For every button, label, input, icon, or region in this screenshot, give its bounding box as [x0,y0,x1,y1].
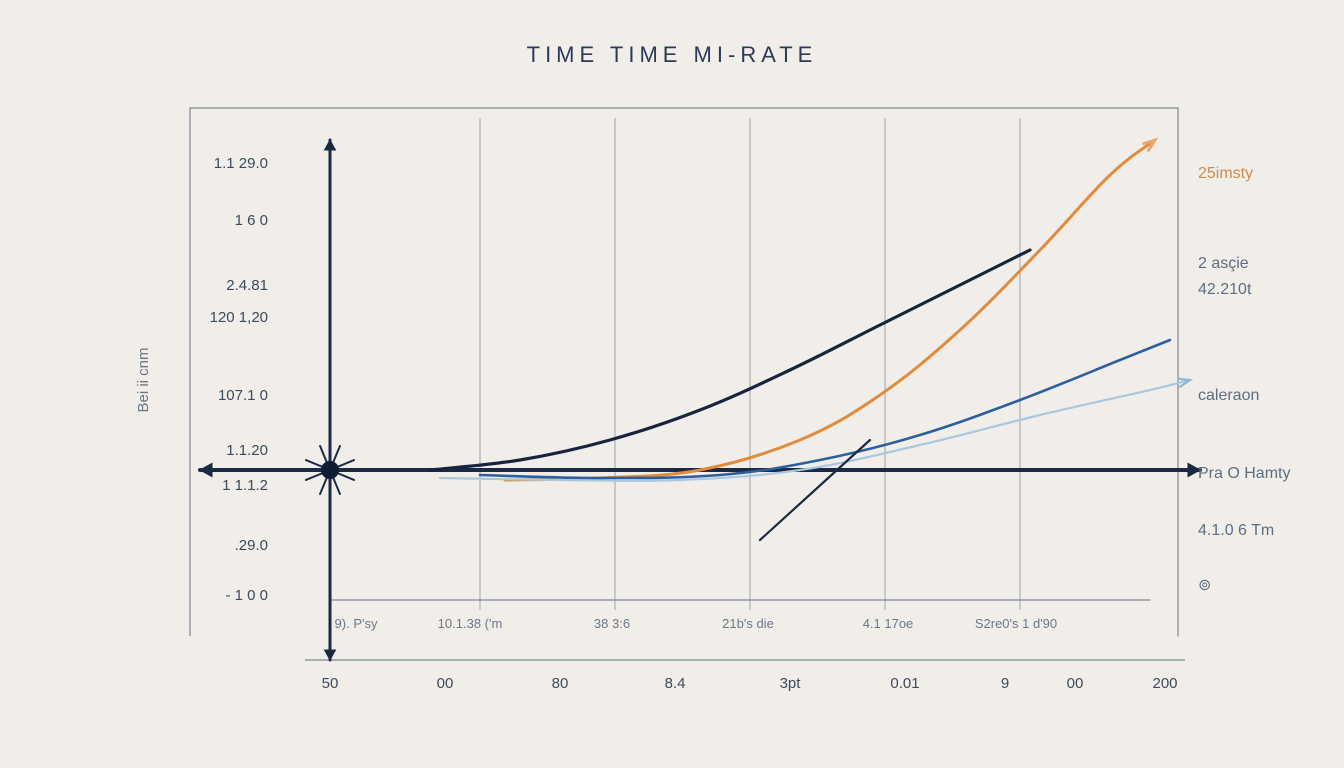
x-annotation: 4.1 17oe [863,616,914,631]
y-tick-label: .29.0 [235,537,268,554]
y-tick-label: 1.1.20 [226,442,268,459]
x-tick-label: 8.4 [665,675,686,692]
x-annotation: 38 3:6 [594,616,630,631]
x-annotation: 21b's die [722,616,774,631]
right-label: caleraon [1198,387,1259,404]
x-tick-label: 00 [1067,675,1084,692]
chart-svg: TIME TIME MI-RATE 1.1 29.0 1 6 0 2.4.81 120 … [0,0,1344,768]
x-tick-label: 200 [1152,675,1177,692]
y-tick-label: 2.4.81 [226,277,268,294]
x-tick-label: 0.01 [890,675,919,692]
right-label: 4.1.0 6 Tm [1198,522,1274,539]
y-tick-label: 1 6 0 [235,212,268,229]
x-annotation: 9). P'sy [335,616,378,631]
chart-title: TIME TIME MI-RATE [527,42,818,67]
x-annotation: S2re0's 1 d'90 [975,616,1057,631]
right-label: Pra O Hamty [1198,465,1290,482]
x-tick-label: 00 [437,675,454,692]
x-tick-label: 50 [322,675,339,692]
right-label: 42.210t [1198,281,1252,298]
y-tick-label: 1 1.1.2 [222,477,268,494]
origin-dot [321,461,339,479]
chart-background [0,0,1344,768]
y-axis-label: Bei ii cnm [135,347,152,412]
right-label: 2 asçie [1198,255,1249,272]
y-tick-label: - 1 0 0 [225,587,268,604]
x-tick-label: 9 [1001,675,1009,692]
y-tick-label: 120 1,20 [210,309,268,326]
x-tick-label: 80 [552,675,569,692]
right-label: 25imsty [1198,165,1253,182]
x-annotation: 10.1.38 ('m [438,616,503,631]
right-label: ⊚ [1198,577,1211,594]
x-tick-label: 3pt [780,675,802,692]
y-tick-label: 107.1 0 [218,387,268,404]
y-tick-label: 1.1 29.0 [214,155,268,172]
